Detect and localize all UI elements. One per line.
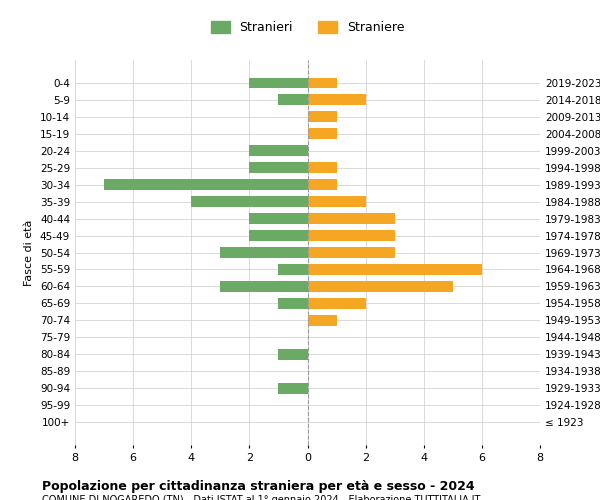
Bar <box>250 146 308 156</box>
Bar <box>308 112 337 122</box>
Bar <box>308 264 482 274</box>
Bar <box>308 248 395 258</box>
Bar <box>308 78 337 88</box>
Bar <box>104 180 308 190</box>
Bar <box>308 162 337 172</box>
Bar <box>220 282 308 292</box>
Bar <box>308 180 337 190</box>
Bar <box>220 248 308 258</box>
Bar <box>308 298 365 308</box>
Bar <box>250 230 308 240</box>
Bar <box>278 384 308 394</box>
Bar <box>250 162 308 172</box>
Bar <box>308 230 395 240</box>
Bar <box>308 128 337 138</box>
Bar <box>250 214 308 224</box>
Bar <box>250 78 308 88</box>
Legend: Stranieri, Straniere: Stranieri, Straniere <box>206 16 409 39</box>
Bar <box>278 298 308 308</box>
Bar <box>308 282 453 292</box>
Bar <box>278 94 308 104</box>
Bar <box>308 214 395 224</box>
Bar <box>278 264 308 274</box>
Bar <box>308 196 365 206</box>
Bar <box>308 94 365 104</box>
Y-axis label: Fasce di età: Fasce di età <box>25 220 34 286</box>
Bar <box>278 350 308 360</box>
Bar <box>308 316 337 326</box>
Bar <box>191 196 308 206</box>
Text: Popolazione per cittadinanza straniera per età e sesso - 2024: Popolazione per cittadinanza straniera p… <box>42 480 475 493</box>
Text: COMUNE DI NOGAREDO (TN) - Dati ISTAT al 1° gennaio 2024 - Elaborazione TUTTITALI: COMUNE DI NOGAREDO (TN) - Dati ISTAT al … <box>42 495 481 500</box>
